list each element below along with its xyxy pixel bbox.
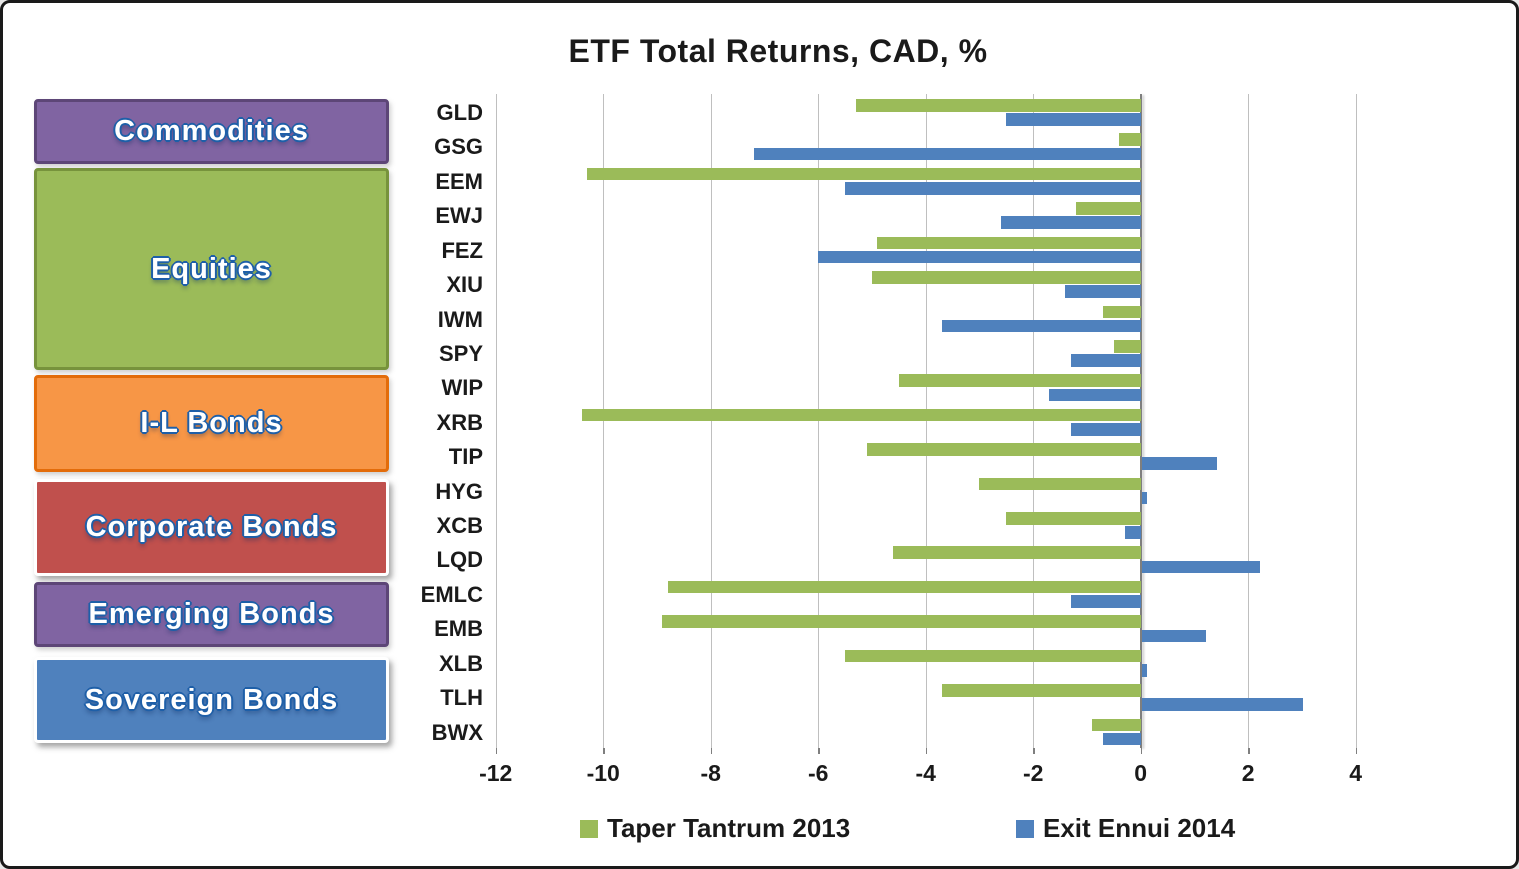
bar-wip-2013 (898, 374, 1141, 387)
legend-item-exit-ennui-2014: Exit Ennui 2014 (1016, 813, 1235, 844)
etf-label-fez: FEZ (441, 237, 483, 263)
x-tick-label: -4 (915, 760, 936, 786)
etf-label-eem: EEM (435, 168, 483, 194)
category-box-label: Commodities (114, 115, 309, 147)
bar-fez-2014 (818, 250, 1141, 264)
etf-label-emb: EMB (434, 616, 483, 642)
category-box-label: Equities (151, 252, 272, 285)
bar-xiu-2014 (1065, 285, 1141, 298)
etf-label-bwx: BWX (431, 719, 483, 745)
bar-bwx-2014 (1103, 732, 1141, 746)
category-box-commodities: Commodities (34, 99, 389, 164)
gridline--12 (495, 94, 497, 748)
etf-label-xrb: XRB (436, 409, 483, 435)
axis-tick-mark (1248, 748, 1250, 754)
category-box-label: Sovereign Bonds (84, 683, 339, 716)
bar-hyg-2013 (979, 477, 1141, 491)
legend-label-exit-ennui-2014: Exit Ennui 2014 (1043, 813, 1236, 843)
bar-fez-2013 (877, 236, 1141, 250)
x-tick-label: -10 (586, 760, 620, 786)
bar-tip-2013 (866, 443, 1141, 456)
bar-emb-2013 (662, 615, 1141, 628)
legend-item-taper-tantrum-2013: Taper Tantrum 2013 (580, 813, 850, 844)
etf-label-gld: GLD (436, 100, 483, 125)
chart-title: ETF Total Returns, CAD, % (568, 33, 988, 69)
bar-emlc-2013 (667, 580, 1141, 594)
category-box-i-l-bonds: I-L Bonds (34, 375, 389, 472)
bar-iwm-2013 (1103, 305, 1141, 319)
category-box-emerging-bonds: Emerging Bonds (34, 582, 389, 647)
bar-iwm-2014 (941, 319, 1141, 333)
x-tick-label: 0 (1134, 760, 1148, 786)
etf-label-xlb: XLB (439, 650, 483, 676)
etf-label-spy: SPY (438, 340, 483, 366)
x-tick-label: -12 (479, 760, 513, 786)
bar-hyg-2014 (1141, 491, 1148, 505)
bar-gld-2014 (1006, 113, 1141, 126)
axis-tick-mark (710, 748, 713, 754)
x-tick-label: 2 (1241, 760, 1255, 786)
axis-tick-mark (1140, 748, 1143, 754)
category-box-corporate-bonds: Corporate Bonds (34, 479, 389, 576)
x-tick-label: -8 (700, 760, 721, 786)
bar-bwx-2013 (1092, 718, 1141, 732)
legend-swatch-green (580, 819, 598, 838)
legend-label-taper-tantrum-2013: Taper Tantrum 2013 (607, 813, 851, 843)
category-box-label: I-L Bonds (140, 407, 283, 439)
axis-tick-mark (1355, 748, 1358, 754)
bar-tlh-2013 (941, 684, 1141, 697)
bar-gsg-2013 (1119, 133, 1141, 146)
bar-xiu-2013 (871, 271, 1141, 284)
bar-eem-2013 (587, 167, 1141, 181)
bar-gsg-2014 (753, 147, 1141, 161)
bar-lqd-2013 (893, 546, 1141, 560)
bar-xrb-2013 (581, 408, 1141, 422)
bar-ewj-2014 (1000, 216, 1141, 230)
bar-xrb-2014 (1070, 422, 1141, 436)
bar-xcb-2014 (1124, 526, 1141, 539)
gridline-4 (1355, 94, 1357, 748)
x-tick-label: -6 (807, 760, 829, 786)
bar-gld-2013 (855, 99, 1141, 112)
etf-label-lqd: LQD (436, 547, 483, 573)
etf-label-hyg: HYG (435, 478, 483, 504)
axis-tick-mark (495, 748, 498, 754)
bar-xcb-2013 (1006, 512, 1141, 525)
legend-swatch-blue (1016, 819, 1034, 838)
x-tick-label: 4 (1349, 760, 1363, 786)
bar-xlb-2014 (1141, 663, 1148, 677)
etf-label-tlh: TLH (440, 685, 483, 711)
bar-eem-2014 (845, 182, 1141, 195)
axis-tick-mark (925, 748, 928, 754)
bar-spy-2014 (1070, 354, 1141, 367)
bar-tip-2014 (1141, 457, 1217, 470)
axis-tick-mark (818, 748, 820, 754)
bar-wip-2014 (1049, 388, 1141, 402)
etf-label-tip: TIP (448, 444, 483, 470)
zero-axis-line (1139, 94, 1142, 748)
bar-spy-2013 (1113, 339, 1141, 353)
category-box-sovereign-bonds: Sovereign Bonds (34, 657, 389, 743)
axis-tick-mark (603, 748, 605, 754)
bar-lqd-2014 (1141, 560, 1260, 574)
category-box-label: Corporate Bonds (85, 511, 338, 543)
etf-label-emlc: EMLC (420, 581, 483, 607)
etf-label-ewj: EWJ (435, 203, 483, 229)
axis-tick-mark (1033, 748, 1035, 754)
bar-tlh-2014 (1141, 698, 1303, 711)
etf-label-xiu: XIU (446, 272, 483, 298)
x-tick-label: -2 (1022, 760, 1044, 786)
category-box-equities: Equities (34, 168, 389, 370)
etf-label-wip: WIP (441, 375, 483, 401)
category-box-label: Emerging Bonds (88, 598, 335, 630)
bar-emlc-2014 (1070, 595, 1141, 608)
bar-emb-2014 (1141, 629, 1207, 643)
etf-label-gsg: GSG (434, 134, 483, 160)
gridline-2 (1248, 94, 1250, 748)
bar-ewj-2013 (1076, 202, 1141, 215)
bar-xlb-2013 (845, 649, 1141, 663)
etf-label-iwm: IWM (437, 306, 483, 332)
etf-label-xcb: XCB (436, 513, 483, 539)
